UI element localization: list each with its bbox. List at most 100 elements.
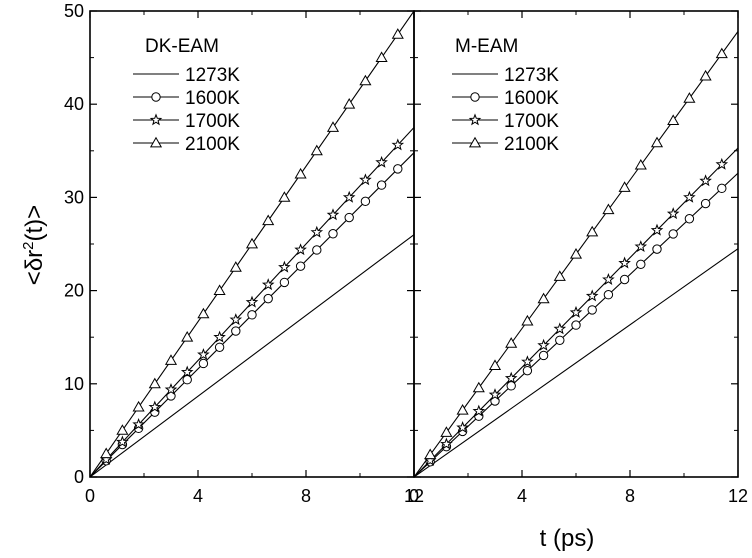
data-point-1600K (555, 335, 565, 345)
data-point-1600K (571, 320, 581, 330)
data-point-1600K (214, 342, 225, 352)
legend-label-2100K: 2100K (185, 134, 240, 155)
data-point-2100K (618, 181, 631, 192)
x-tick-label: 8 (625, 486, 635, 506)
data-point-2100K (391, 28, 404, 39)
data-point-1700K (683, 190, 696, 203)
x-tick-label: 0 (409, 486, 419, 506)
data-point-2100K (650, 136, 664, 148)
data-point-1700K (666, 207, 680, 220)
series-1273K (414, 248, 738, 477)
data-point-2100K (262, 214, 275, 226)
data-point-1700K (391, 138, 405, 151)
data-point-1700K (245, 295, 259, 308)
data-point-2100K (488, 359, 502, 371)
data-point-2100K (440, 426, 453, 437)
data-point-2100K (424, 448, 437, 460)
data-point-1600K (393, 164, 403, 174)
series-line-1273K (90, 234, 414, 477)
legend-title: M-EAM (455, 36, 518, 57)
data-point-2100K (456, 403, 469, 415)
y-tick-label: 30 (64, 187, 84, 207)
data-point-2100K (521, 314, 534, 326)
data-point-1600K (538, 350, 549, 361)
legend-label-1273K: 1273K (185, 65, 240, 86)
data-point-2100K (602, 203, 615, 215)
data-point-2100K (569, 248, 583, 259)
series-1273K (90, 234, 414, 477)
data-point-2100K (164, 354, 178, 365)
data-point-2100K (634, 158, 647, 170)
data-point-1700K (213, 330, 226, 343)
x-tick-label: 12 (404, 486, 424, 506)
data-point-1600K (247, 310, 257, 320)
legend-label-1273K: 1273K (504, 65, 559, 86)
data-point-2100K (229, 261, 242, 272)
x-axis-label: t (ps) (540, 525, 595, 552)
data-point-1700K (164, 383, 178, 395)
legend-label-1700K: 1700K (504, 111, 559, 132)
data-point-1600K (668, 229, 678, 239)
data-point-1700K (699, 174, 712, 187)
data-point-1600K (360, 196, 371, 207)
y-axis-label-tail: (t)> (21, 205, 48, 242)
legend-marker-1600K (470, 92, 480, 102)
data-point-1700K (294, 243, 307, 256)
series-line-1273K (414, 248, 738, 477)
data-point-1700K (148, 400, 162, 413)
data-point-2100K (699, 69, 712, 81)
series-2100K (414, 31, 738, 477)
series-1700K (414, 147, 738, 477)
data-point-2100K (116, 424, 129, 435)
data-point-2100K (667, 114, 680, 126)
data-point-1700K (359, 173, 372, 186)
x-tick-label: 8 (301, 486, 311, 506)
legend-marker-1700K (149, 113, 163, 126)
legend-title: DK-EAM (145, 36, 219, 57)
data-point-1600K (279, 277, 290, 288)
data-point-1700K (326, 208, 340, 221)
data-point-1700K (504, 371, 518, 384)
series-2100K (90, 11, 414, 477)
y-axis-label: <δr2(t)> (20, 205, 48, 285)
legend-marker-1600K (151, 92, 161, 102)
data-point-2100K (181, 330, 194, 342)
data-point-1700K (229, 313, 243, 326)
legend-label-1600K: 1600K (504, 88, 559, 109)
data-point-2100K (100, 447, 113, 459)
data-point-2100K (359, 74, 372, 86)
data-point-1600K (506, 381, 516, 391)
series-1600K (414, 172, 738, 477)
data-point-1700K (456, 421, 469, 434)
data-point-2100K (278, 191, 291, 202)
data-point-1600K (376, 180, 387, 190)
data-point-2100K (132, 400, 145, 412)
y-axis-label-superscript: 2 (20, 241, 37, 249)
data-point-1700K (585, 289, 599, 302)
data-point-1700K (488, 388, 502, 401)
plot-layer: 0 4 8 1201020304050DK-EAM1273K1600K1700K210… (64, 1, 748, 506)
data-point-1600K (619, 274, 630, 285)
data-point-1700K (310, 225, 324, 238)
data-point-1700K (650, 223, 664, 236)
legend-label-1700K: 1700K (185, 111, 240, 132)
data-point-1700K (553, 322, 567, 335)
data-point-1700K (618, 256, 631, 269)
data-point-1600K (182, 374, 192, 385)
y-tick-label: 20 (64, 281, 84, 301)
data-point-1700K (569, 305, 583, 318)
data-point-1600K (603, 290, 614, 300)
data-point-1600K (652, 244, 662, 254)
data-point-1600K (587, 305, 597, 315)
data-point-1700K (116, 435, 129, 448)
legend-marker-1700K (468, 113, 482, 126)
data-point-1700K (602, 272, 615, 285)
y-tick-label: 50 (64, 1, 84, 21)
data-point-2100K (375, 51, 388, 62)
data-point-2100K (343, 97, 356, 109)
data-point-1700K (278, 260, 291, 273)
data-point-1600K (522, 365, 533, 376)
data-point-2100K (245, 237, 259, 249)
